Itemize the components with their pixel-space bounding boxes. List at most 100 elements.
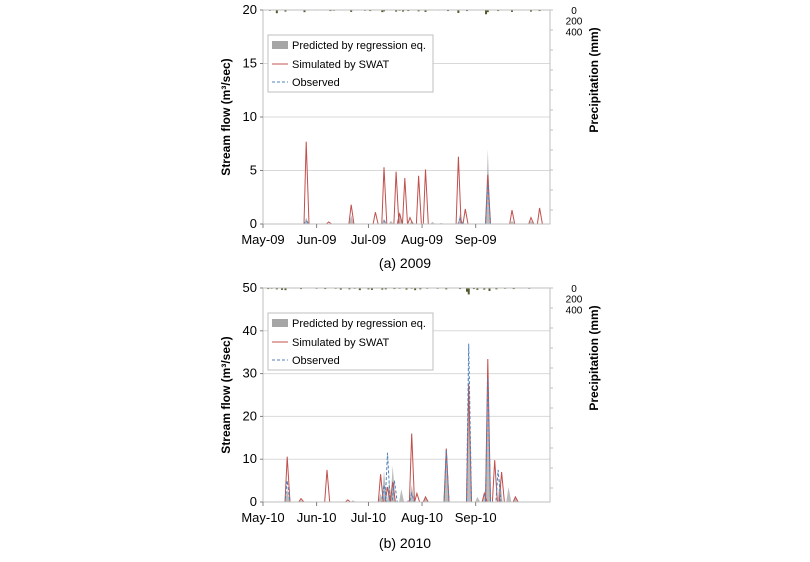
precipitation-bar xyxy=(381,288,384,290)
y-tick-label: 30 xyxy=(243,366,257,381)
y2-tick-label: 200 xyxy=(566,17,583,28)
x-tick-label: May-09 xyxy=(241,232,284,247)
legend-label-observed-2009: Observed xyxy=(292,77,340,89)
precipitation-bar xyxy=(424,10,427,12)
x-tick-label: Jun-10 xyxy=(297,510,337,525)
precipitation-bar xyxy=(476,288,479,290)
y-tick-label: 50 xyxy=(243,280,257,295)
series-observed-line xyxy=(263,343,550,503)
precipitation-bar xyxy=(339,288,342,290)
y-tick-label: 0 xyxy=(250,494,257,509)
y-tick-label: 10 xyxy=(243,451,257,466)
y2-tick-label: 400 xyxy=(566,305,583,316)
precipitation-bar xyxy=(466,10,469,12)
precipitation-bar xyxy=(459,288,462,290)
precipitation-bar xyxy=(512,288,515,290)
x-tick-label: Jun-09 xyxy=(297,232,337,247)
x-tick-labels-2009: May-09 Jun-09 Jul-09 Aug-09 Sep-09 xyxy=(241,224,497,247)
precipitation-bar xyxy=(381,10,384,13)
x-tick-label: Sep-09 xyxy=(455,232,497,247)
precipitation-bar xyxy=(395,10,398,12)
x-tick-label: Jul-09 xyxy=(351,232,386,247)
precipitation-bar xyxy=(284,288,287,291)
legend-label-observed-2010: Observed xyxy=(292,355,340,367)
y-tick-label: 20 xyxy=(243,2,257,17)
legend-label-swat-2009: Simulated by SWAT xyxy=(292,59,389,71)
precipitation-bar xyxy=(495,288,498,290)
precipitation-bar xyxy=(367,288,370,290)
precipitation-bar xyxy=(383,10,386,12)
precipitation-bar xyxy=(417,10,420,12)
x-tick-label: Jul-10 xyxy=(351,510,386,525)
x-tick-label: Sep-10 xyxy=(455,510,497,525)
precipitation-bar xyxy=(284,10,287,12)
precipitation-bar xyxy=(538,10,541,12)
precipitation-bar xyxy=(281,288,284,290)
chart-caption-2010: (b) 2010 xyxy=(379,535,431,551)
precipitation-bar xyxy=(370,288,373,290)
y-tick-label: 0 xyxy=(250,216,257,231)
precipitation-bar xyxy=(393,288,396,290)
x-tick-label: Aug-10 xyxy=(401,510,443,525)
precipitation-bar xyxy=(486,10,489,13)
precipitation-bar xyxy=(303,10,306,13)
flow-series-2010 xyxy=(263,343,550,503)
precipitation-bar xyxy=(348,288,351,290)
precipitation-bar xyxy=(414,288,417,291)
precipitation-bar xyxy=(300,288,303,290)
precipitation-bar xyxy=(497,10,500,12)
legend-label-predicted-2009: Predicted by regression eq. xyxy=(292,40,426,52)
precipitation-bar xyxy=(466,288,469,292)
precipitation-bar xyxy=(483,288,486,290)
precipitation-bar xyxy=(446,10,449,12)
legend-swatch-predicted-2010 xyxy=(272,319,288,327)
precipitation-bar xyxy=(329,10,332,12)
y2-axis-label-2009: Precipitation (mm) xyxy=(587,27,601,132)
y-axis-label-2009: Stream flow (m³/sec) xyxy=(219,58,233,175)
x-tick-labels-2010: May-10 Jun-10 Jul-10 Aug-10 Sep-10 xyxy=(241,502,497,525)
x-tick-label: Aug-09 xyxy=(401,232,443,247)
y2-tick-label: 0 xyxy=(571,284,577,295)
y-tick-label: 5 xyxy=(250,163,257,178)
legend-label-swat-2010: Simulated by SWAT xyxy=(292,337,389,349)
precipitation-bar xyxy=(358,288,361,291)
precipitation-bar xyxy=(457,10,460,13)
y-axis-label-2010: Stream flow (m³/sec) xyxy=(219,336,233,453)
precipitation-bar xyxy=(275,288,278,290)
y-tick-label: 10 xyxy=(243,109,257,124)
series-swat-line xyxy=(263,141,550,225)
legend-swatch-predicted-2009 xyxy=(272,41,288,49)
y-tick-labels-2009: 0 5 10 15 20 xyxy=(243,2,263,231)
chart-caption-2009: (a) 2009 xyxy=(379,255,431,271)
x-tick-label: May-10 xyxy=(241,510,284,525)
precipitation-bar xyxy=(402,10,405,12)
y-tick-label: 15 xyxy=(243,56,257,71)
precipitation-bar xyxy=(419,288,422,290)
precipitation-bar xyxy=(384,288,387,290)
y2-tick-label: 0 xyxy=(571,6,577,17)
precipitation-bar xyxy=(529,10,532,12)
legend-2010: Predicted by regression eq. Simulated by… xyxy=(267,312,434,371)
series-swat-line xyxy=(263,358,550,503)
plot-frame-2010 xyxy=(262,287,551,503)
legend-label-predicted-2010: Predicted by regression eq. xyxy=(292,318,426,330)
y-tick-labels-2010: 0 10 20 30 40 50 xyxy=(243,280,263,509)
precipitation-bar xyxy=(407,10,410,12)
precipitation-bar xyxy=(369,10,372,12)
y2-axis-label-2010: Precipitation (mm) xyxy=(587,305,601,410)
precipitation-bar xyxy=(488,288,491,291)
legend-2009: Predicted by regression eq. Simulated by… xyxy=(267,34,434,93)
legend-box-2010 xyxy=(267,312,434,371)
legend-box-2009 xyxy=(267,34,434,93)
y-tick-label: 20 xyxy=(243,408,257,423)
precipitation-bar xyxy=(324,288,327,290)
y2-tick-label: 400 xyxy=(566,27,583,38)
y-tick-label: 40 xyxy=(243,323,257,338)
precipitation-bar xyxy=(510,10,513,12)
precipitation-bar xyxy=(267,288,270,290)
